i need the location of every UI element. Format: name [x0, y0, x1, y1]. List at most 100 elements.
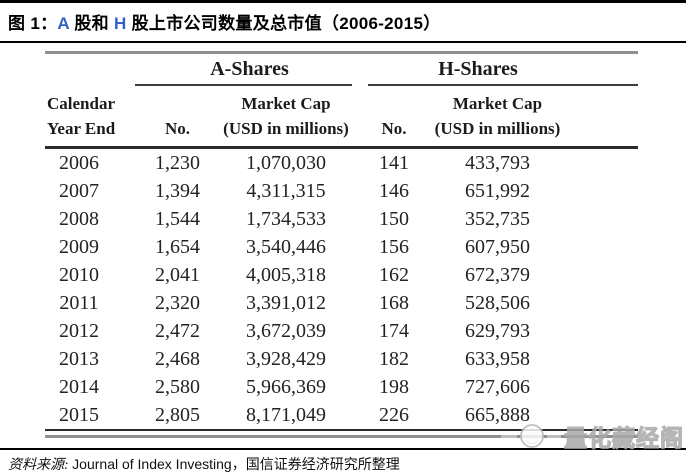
- column-header-a-marketcap: Market Cap (USD in millions): [220, 85, 352, 149]
- year-cell: 2007: [59, 179, 99, 202]
- group-header-a-shares: A-Shares: [135, 54, 352, 86]
- figure-title-letter-a: A: [57, 14, 70, 33]
- column-header-row: Calendar Year End No. Market Cap (USD in…: [45, 85, 639, 149]
- year-cell: 2011: [59, 291, 99, 314]
- table-row-2006: 2006 1,230 1,070,030 141 433,793: [45, 148, 638, 178]
- h-no-cell: 182: [379, 347, 409, 370]
- column-header-h-marketcap: Market Cap (USD in millions): [420, 85, 575, 149]
- year-cell: 2014: [59, 375, 99, 398]
- pad-cell: [575, 261, 638, 289]
- h-no-cell: 198: [379, 375, 409, 398]
- column-header-right-pad: [575, 85, 639, 149]
- a-no-cell: 1,544: [155, 207, 200, 230]
- table-row-2010: 2010 2,041 4,005,318 162 672,379: [45, 261, 638, 289]
- h-cap-cell: 352,735: [465, 207, 530, 230]
- a-cap-cell: 3,672,039: [246, 319, 326, 342]
- h-cap-cell: 629,793: [465, 319, 530, 342]
- h-no-cell: 141: [379, 151, 409, 174]
- group-header-row: A-Shares H-Shares: [45, 54, 639, 86]
- a-cap-cell: 3,928,429: [246, 347, 326, 370]
- a-cap-cell: 3,391,012: [246, 291, 326, 314]
- pad-cell: [575, 177, 638, 205]
- table-bottom-rule: [45, 435, 638, 438]
- a-cap-cell: 1,734,533: [246, 207, 326, 230]
- table-row-2008: 2008 1,544 1,734,533 150 352,735: [45, 205, 638, 233]
- a-cap-cell: 5,966,369: [246, 375, 326, 398]
- table-row-2013: 2013 2,468 3,928,429 182 633,958: [45, 345, 638, 373]
- h-no-cell: 156: [379, 235, 409, 258]
- gap-cell: [352, 233, 368, 261]
- a-no-cell: 2,472: [155, 319, 200, 342]
- h-cap-cell: 633,958: [465, 347, 530, 370]
- a-no-cell: 2,041: [155, 263, 200, 286]
- gap-cell: [352, 289, 368, 317]
- pad-cell: [575, 148, 638, 178]
- gap-cell: [352, 401, 368, 431]
- year-cell: 2008: [59, 207, 99, 230]
- pad-cell: [575, 289, 638, 317]
- group-header-h-shares: H-Shares: [368, 54, 639, 86]
- a-no-cell: 1,654: [155, 235, 200, 258]
- year-cell: 2012: [59, 319, 99, 342]
- gap-cell: [352, 373, 368, 401]
- table-row-2012: 2012 2,472 3,672,039 174 629,793: [45, 317, 638, 345]
- table-row-2007: 2007 1,394 4,311,315 146 651,992: [45, 177, 638, 205]
- figure-title-mid: 股和: [69, 14, 114, 33]
- year-header-line2: Year End: [47, 119, 116, 138]
- a-cap-header-line1: Market Cap: [241, 94, 331, 113]
- figure-title-letter-h: H: [114, 14, 127, 33]
- source-note: 资料来源: Journal of Index Investing，国信证券经济研…: [0, 450, 686, 474]
- a-no-cell: 2,320: [155, 291, 200, 314]
- h-cap-cell: 727,606: [465, 375, 530, 398]
- h-cap-header-line1: Market Cap: [452, 94, 543, 113]
- data-table-container: A-Shares H-Shares Calendar Year End No. …: [45, 51, 639, 438]
- h-no-cell: 146: [379, 179, 409, 202]
- year-cell: 2010: [59, 263, 99, 286]
- year-cell: 2015: [45, 401, 135, 431]
- table-row-2009: 2009 1,654 3,540,446 156 607,950: [45, 233, 638, 261]
- column-header-year: Calendar Year End: [45, 85, 135, 149]
- h-no-cell: 162: [379, 263, 409, 286]
- a-cap-cell: 3,540,446: [246, 235, 326, 258]
- figure-title-suffix: 股上市公司数量及总市值（2006-2015）: [126, 14, 441, 33]
- h-cap-cell: 433,793: [465, 151, 530, 174]
- footer-divider: [0, 448, 686, 450]
- gap-cell: [352, 205, 368, 233]
- column-header-gap: [352, 85, 368, 149]
- a-cap-header-line2: (USD in millions): [223, 119, 349, 138]
- year-cell: 2006: [59, 151, 99, 174]
- a-cap-cell: 8,171,049: [220, 401, 352, 431]
- table-row-2011: 2011 2,320 3,391,012 168 528,506: [45, 289, 638, 317]
- pad-cell: [575, 401, 639, 431]
- gap-cell: [352, 177, 368, 205]
- h-no-cell: 226: [368, 401, 420, 431]
- a-no-cell: 2,805: [135, 401, 220, 431]
- group-header-gap: [352, 54, 368, 85]
- year-cell: 2013: [59, 347, 99, 370]
- table-row-2014: 2014 2,580 5,966,369 198 727,606: [45, 373, 638, 401]
- pad-cell: [575, 205, 638, 233]
- data-table: A-Shares H-Shares Calendar Year End No. …: [45, 54, 639, 431]
- a-no-cell: 1,394: [155, 179, 200, 202]
- gap-cell: [352, 148, 368, 178]
- h-cap-cell: 665,888: [420, 401, 575, 431]
- a-cap-cell: 4,311,315: [246, 179, 326, 202]
- year-cell: 2009: [59, 235, 99, 258]
- a-cap-cell: 4,005,318: [246, 263, 326, 286]
- group-header-spacer: [45, 54, 135, 85]
- column-header-h-no: No.: [368, 85, 420, 149]
- h-cap-cell: 672,379: [465, 263, 530, 286]
- h-cap-cell: 528,506: [465, 291, 530, 314]
- source-text: Journal of Index Investing，国信证券经济研究所整理: [72, 456, 400, 472]
- year-header-line1: Calendar: [47, 94, 115, 113]
- gap-cell: [352, 345, 368, 373]
- a-no-cell: 1,230: [155, 151, 200, 174]
- pad-cell: [575, 317, 638, 345]
- pad-cell: [575, 373, 638, 401]
- gap-cell: [352, 261, 368, 289]
- table-top-rule: [45, 51, 638, 54]
- gap-cell: [352, 317, 368, 345]
- h-no-cell: 150: [379, 207, 409, 230]
- table-row-2015: 2015 2,805 8,171,049 226 665,888: [45, 401, 639, 431]
- a-no-cell: 2,580: [155, 375, 200, 398]
